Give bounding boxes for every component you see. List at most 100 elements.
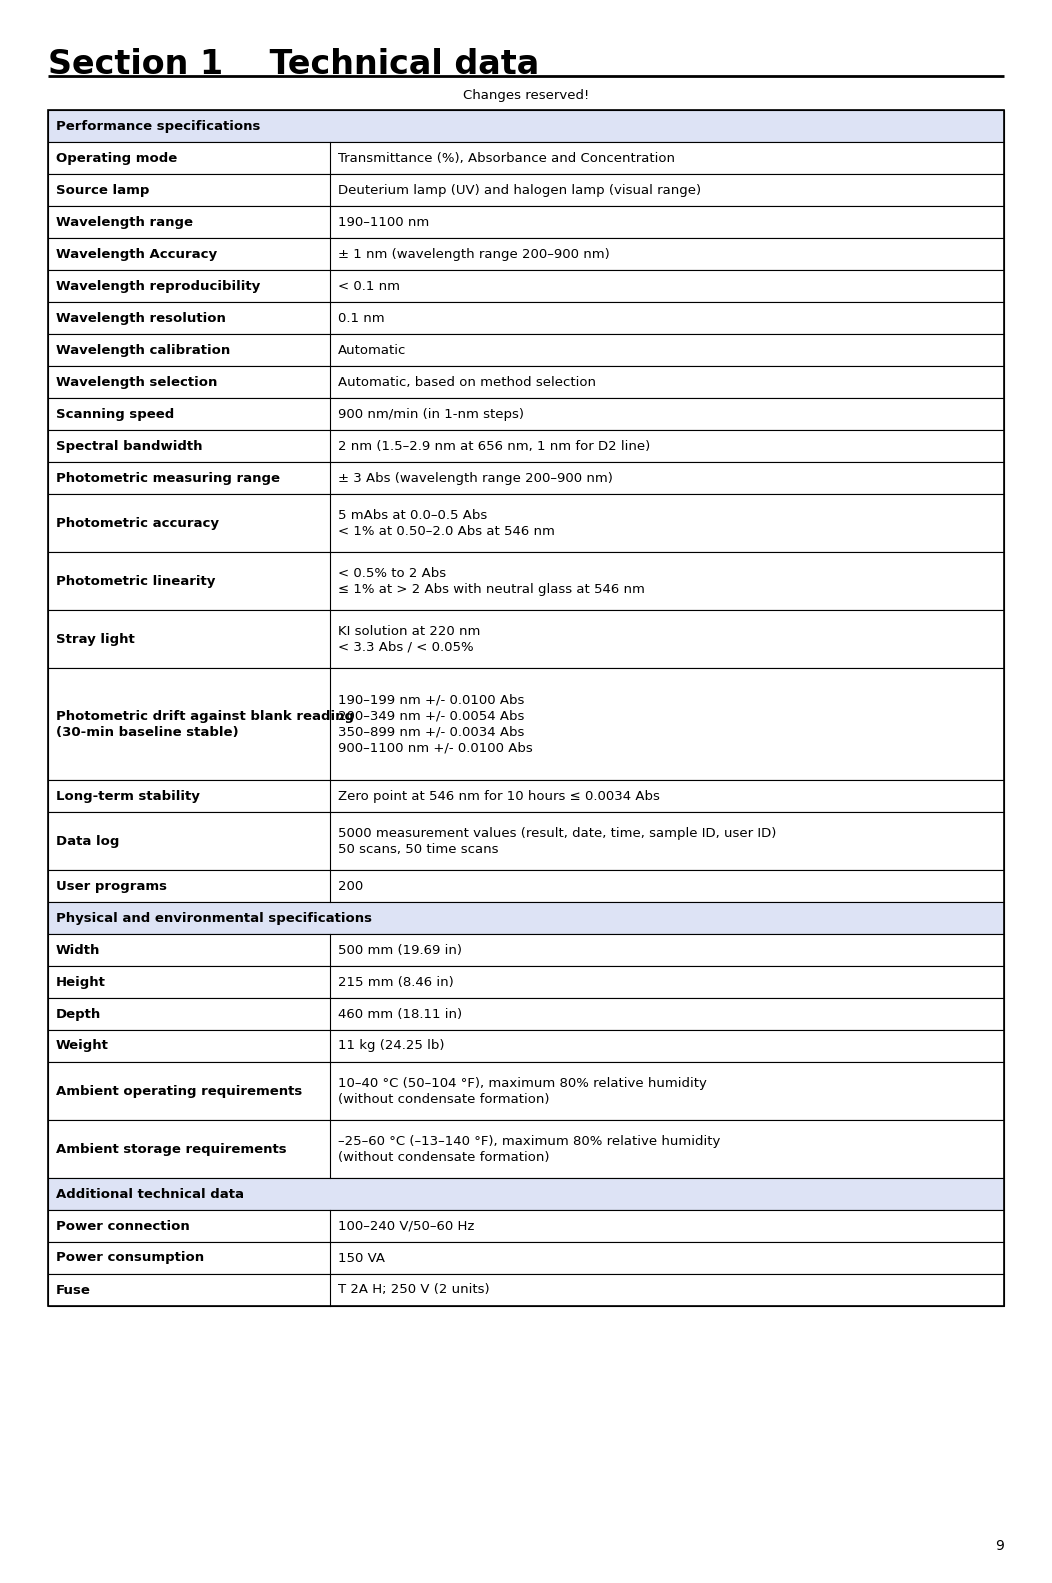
Text: 10–40 °C (50–104 °F), maximum 80% relative humidity: 10–40 °C (50–104 °F), maximum 80% relati…: [338, 1076, 707, 1089]
Bar: [48, 552, 1004, 609]
Text: 190–1100 nm: 190–1100 nm: [338, 215, 429, 228]
Bar: [48, 109, 1004, 142]
Bar: [48, 302, 1004, 334]
Bar: [48, 902, 1004, 934]
Text: Physical and environmental specifications: Physical and environmental specification…: [56, 912, 372, 924]
Text: 460 mm (18.11 in): 460 mm (18.11 in): [338, 1007, 462, 1021]
Text: KI solution at 220 nm: KI solution at 220 nm: [338, 625, 481, 638]
Text: Wavelength resolution: Wavelength resolution: [56, 312, 226, 325]
Text: 500 mm (19.69 in): 500 mm (19.69 in): [338, 943, 462, 956]
Bar: [48, 174, 1004, 206]
Text: 2 nm (1.5–2.9 nm at 656 nm, 1 nm for D2 line): 2 nm (1.5–2.9 nm at 656 nm, 1 nm for D2 …: [338, 440, 650, 453]
Text: –25–60 °C (–13–140 °F), maximum 80% relative humidity: –25–60 °C (–13–140 °F), maximum 80% rela…: [338, 1135, 721, 1148]
Bar: [48, 668, 1004, 780]
Text: Stray light: Stray light: [56, 633, 135, 646]
Text: 215 mm (8.46 in): 215 mm (8.46 in): [338, 975, 453, 988]
Bar: [48, 462, 1004, 494]
Text: (without condensate formation): (without condensate formation): [338, 1092, 549, 1105]
Text: T 2A H; 250 V (2 units): T 2A H; 250 V (2 units): [338, 1284, 489, 1296]
Bar: [48, 1062, 1004, 1121]
Text: Performance specifications: Performance specifications: [56, 119, 261, 133]
Text: Wavelength Accuracy: Wavelength Accuracy: [56, 247, 217, 261]
Text: Long-term stability: Long-term stability: [56, 790, 200, 803]
Text: Width: Width: [56, 943, 100, 956]
Bar: [48, 397, 1004, 431]
Text: 5 mAbs at 0.0–0.5 Abs: 5 mAbs at 0.0–0.5 Abs: [338, 508, 487, 521]
Bar: [48, 1274, 1004, 1306]
Text: Wavelength calibration: Wavelength calibration: [56, 344, 230, 356]
Bar: [48, 1178, 1004, 1209]
Bar: [48, 780, 1004, 812]
Text: ≤ 1% at > 2 Abs with neutral glass at 546 nm: ≤ 1% at > 2 Abs with neutral glass at 54…: [338, 583, 645, 595]
Text: Section 1    Technical data: Section 1 Technical data: [48, 47, 540, 81]
Bar: [48, 142, 1004, 174]
Text: Additional technical data: Additional technical data: [56, 1187, 244, 1200]
Text: Photometric measuring range: Photometric measuring range: [56, 472, 280, 484]
Bar: [48, 334, 1004, 366]
Text: < 1% at 0.50–2.0 Abs at 546 nm: < 1% at 0.50–2.0 Abs at 546 nm: [338, 524, 554, 538]
Bar: [48, 1209, 1004, 1243]
Bar: [48, 934, 1004, 966]
Text: Scanning speed: Scanning speed: [56, 407, 175, 421]
Text: 50 scans, 50 time scans: 50 scans, 50 time scans: [338, 842, 499, 855]
Text: Height: Height: [56, 975, 106, 988]
Text: < 0.5% to 2 Abs: < 0.5% to 2 Abs: [338, 567, 446, 579]
Text: Photometric linearity: Photometric linearity: [56, 575, 216, 587]
Text: Deuterium lamp (UV) and halogen lamp (visual range): Deuterium lamp (UV) and halogen lamp (vi…: [338, 184, 701, 196]
Bar: [48, 206, 1004, 237]
Bar: [48, 966, 1004, 997]
Text: Fuse: Fuse: [56, 1284, 90, 1296]
Text: Photometric accuracy: Photometric accuracy: [56, 516, 219, 529]
Text: Ambient storage requirements: Ambient storage requirements: [56, 1143, 286, 1156]
Bar: [48, 237, 1004, 271]
Text: 190–199 nm +/- 0.0100 Abs: 190–199 nm +/- 0.0100 Abs: [338, 693, 524, 706]
Text: Ambient operating requirements: Ambient operating requirements: [56, 1084, 302, 1097]
Text: (without condensate formation): (without condensate formation): [338, 1151, 549, 1164]
Text: Transmittance (%), Absorbance and Concentration: Transmittance (%), Absorbance and Concen…: [338, 152, 675, 165]
Text: 900–1100 nm +/- 0.0100 Abs: 900–1100 nm +/- 0.0100 Abs: [338, 741, 532, 755]
Text: 9: 9: [995, 1539, 1004, 1553]
Text: ± 3 Abs (wavelength range 200–900 nm): ± 3 Abs (wavelength range 200–900 nm): [338, 472, 613, 484]
Text: Depth: Depth: [56, 1007, 101, 1021]
Text: Weight: Weight: [56, 1040, 108, 1053]
Bar: [48, 812, 1004, 871]
Bar: [48, 1121, 1004, 1178]
Text: Operating mode: Operating mode: [56, 152, 177, 165]
Text: (30-min baseline stable): (30-min baseline stable): [56, 725, 239, 739]
Text: Spectral bandwidth: Spectral bandwidth: [56, 440, 202, 453]
Text: Changes reserved!: Changes reserved!: [463, 89, 589, 101]
Text: Wavelength reproducibility: Wavelength reproducibility: [56, 280, 260, 293]
Text: < 0.1 nm: < 0.1 nm: [338, 280, 400, 293]
Text: Zero point at 546 nm for 10 hours ≤ 0.0034 Abs: Zero point at 546 nm for 10 hours ≤ 0.00…: [338, 790, 660, 803]
Bar: [48, 431, 1004, 462]
Bar: [48, 366, 1004, 397]
Bar: [48, 109, 1004, 1306]
Text: Automatic: Automatic: [338, 344, 406, 356]
Text: Wavelength selection: Wavelength selection: [56, 375, 218, 388]
Text: Photometric drift against blank reading: Photometric drift against blank reading: [56, 709, 355, 722]
Text: Wavelength range: Wavelength range: [56, 215, 193, 228]
Text: User programs: User programs: [56, 880, 167, 893]
Text: Source lamp: Source lamp: [56, 184, 149, 196]
Bar: [48, 271, 1004, 302]
Text: 5000 measurement values (result, date, time, sample ID, user ID): 5000 measurement values (result, date, t…: [338, 826, 776, 839]
Text: 11 kg (24.25 lb): 11 kg (24.25 lb): [338, 1040, 445, 1053]
Text: ± 1 nm (wavelength range 200–900 nm): ± 1 nm (wavelength range 200–900 nm): [338, 247, 610, 261]
Bar: [48, 494, 1004, 552]
Text: 200–349 nm +/- 0.0054 Abs: 200–349 nm +/- 0.0054 Abs: [338, 709, 524, 722]
Text: 200: 200: [338, 880, 363, 893]
Text: Automatic, based on method selection: Automatic, based on method selection: [338, 375, 596, 388]
Bar: [48, 609, 1004, 668]
Text: < 3.3 Abs / < 0.05%: < 3.3 Abs / < 0.05%: [338, 641, 473, 654]
Text: Data log: Data log: [56, 834, 119, 847]
Bar: [48, 997, 1004, 1031]
Text: 100–240 V/50–60 Hz: 100–240 V/50–60 Hz: [338, 1219, 474, 1233]
Text: Power consumption: Power consumption: [56, 1252, 204, 1265]
Text: 900 nm/min (in 1-nm steps): 900 nm/min (in 1-nm steps): [338, 407, 524, 421]
Text: 350–899 nm +/- 0.0034 Abs: 350–899 nm +/- 0.0034 Abs: [338, 725, 524, 739]
Bar: [48, 871, 1004, 902]
Bar: [48, 1243, 1004, 1274]
Text: 150 VA: 150 VA: [338, 1252, 385, 1265]
Text: Power connection: Power connection: [56, 1219, 189, 1233]
Text: 0.1 nm: 0.1 nm: [338, 312, 385, 325]
